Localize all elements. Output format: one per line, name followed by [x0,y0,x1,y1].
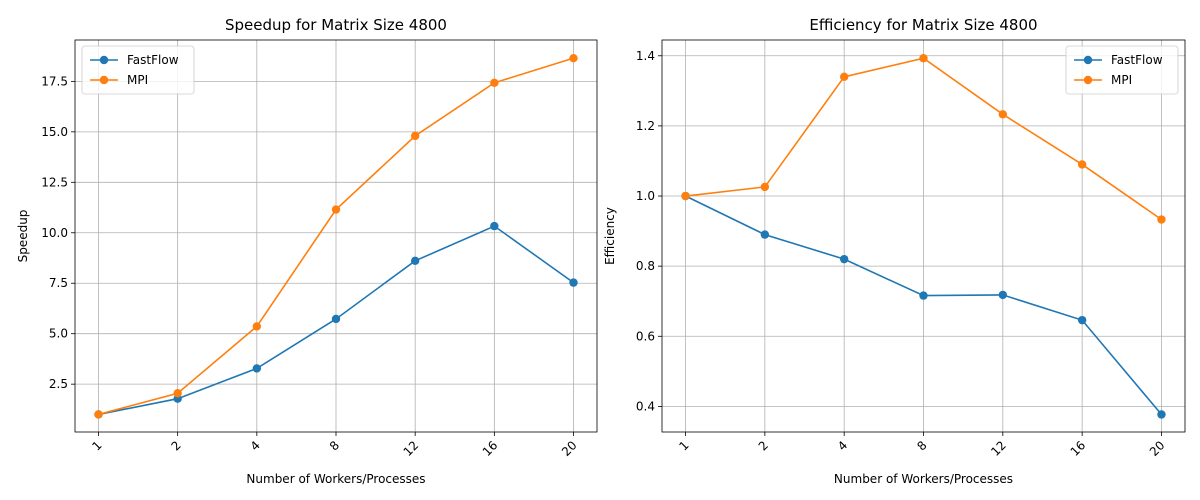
efficiency-legend: FastFlow MPI [1065,45,1179,95]
data-point [331,205,341,214]
x-tick-label: 20 [1147,438,1168,459]
y-tick-label: 0.6 [636,329,655,343]
y-tick-label: 0.4 [636,399,655,413]
data-point [1077,315,1087,325]
y-tick-label: 7.5 [49,276,68,290]
x-tick-label: 8 [327,438,342,453]
x-tick-label: 12 [401,438,422,459]
legend-marker [99,55,109,65]
data-point [1157,215,1166,224]
y-tick-label: 17.5 [41,74,68,88]
legend-box [81,45,195,95]
data-point [173,389,182,398]
legend-label: MPI [127,73,148,87]
x-tick-label: 16 [1068,438,1089,459]
data-point [410,131,420,141]
data-point [760,182,770,192]
y-tick-label: 5.0 [49,327,68,341]
efficiency-series-mpi [681,54,1166,224]
data-point [760,230,770,239]
speedup-series-mpi [94,53,578,419]
legend-label: FastFlow [127,53,179,67]
data-point [919,291,928,300]
x-tick-label: 1 [89,438,104,453]
efficiency-grid [662,40,1185,432]
data-point [252,322,262,331]
efficiency-chart-title: Efficiency for Matrix Size 4800 [809,16,1037,34]
data-point [1077,160,1087,169]
x-tick-label: 1 [676,438,691,453]
data-point [331,314,341,324]
y-tick-label: 15.0 [41,125,68,139]
speedup-x-axis-label: Number of Workers/Processes [246,472,425,486]
legend-label: FastFlow [1111,53,1163,67]
data-point [252,364,262,373]
y-tick-label: 1.0 [636,189,655,203]
data-point [839,254,849,264]
x-tick-label: 8 [914,438,929,453]
x-tick-label: 4 [835,438,850,453]
x-tick-label: 2 [168,438,183,453]
y-tick-label: 2.5 [49,377,68,391]
data-point [94,410,103,419]
data-point [410,256,420,266]
data-point [490,221,499,231]
efficiency-y-axis-label: Efficiency [603,207,617,265]
y-tick-label: 12.5 [41,175,68,189]
y-tick-label: 0.8 [636,259,655,273]
data-point [1157,410,1166,419]
efficiency-x-axis-label: Number of Workers/Processes [834,472,1013,486]
x-tick-label: 12 [988,438,1009,459]
legend-marker [1083,55,1093,65]
y-tick-label: 1.4 [636,49,655,63]
legend-box [1065,45,1179,95]
data-point [839,72,849,82]
speedup-legend: FastFlow MPI [81,45,195,95]
x-tick-label: 16 [480,438,501,459]
data-point [490,78,499,87]
data-point [569,278,578,287]
data-point [919,54,928,63]
data-point [998,290,1008,300]
y-tick-label: 1.2 [636,119,655,133]
legend-marker [99,75,109,85]
speedup-chart: 1 2 4 8 12 16 202.55.07.510.012.515.017.5Speed… [16,16,598,486]
speedup-grid [75,40,597,432]
y-tick-label: 10.0 [41,226,68,240]
x-tick-label: 4 [248,438,263,453]
data-point [681,191,690,201]
legend-marker [1083,75,1093,85]
x-tick-label: 2 [756,438,771,453]
speedup-chart-title: Speedup for Matrix Size 4800 [225,16,447,34]
data-point [569,53,578,63]
legend-label: MPI [1111,73,1132,87]
x-tick-label: 20 [559,438,580,459]
speedup-y-axis-label: Speedup [16,210,30,263]
data-point [998,110,1008,119]
